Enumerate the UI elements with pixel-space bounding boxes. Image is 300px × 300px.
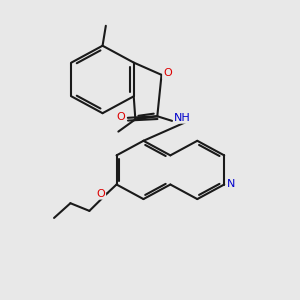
- Text: O: O: [116, 112, 125, 122]
- Text: NH: NH: [174, 113, 191, 123]
- Text: O: O: [163, 68, 172, 78]
- Text: N: N: [227, 179, 236, 189]
- Text: O: O: [97, 189, 105, 199]
